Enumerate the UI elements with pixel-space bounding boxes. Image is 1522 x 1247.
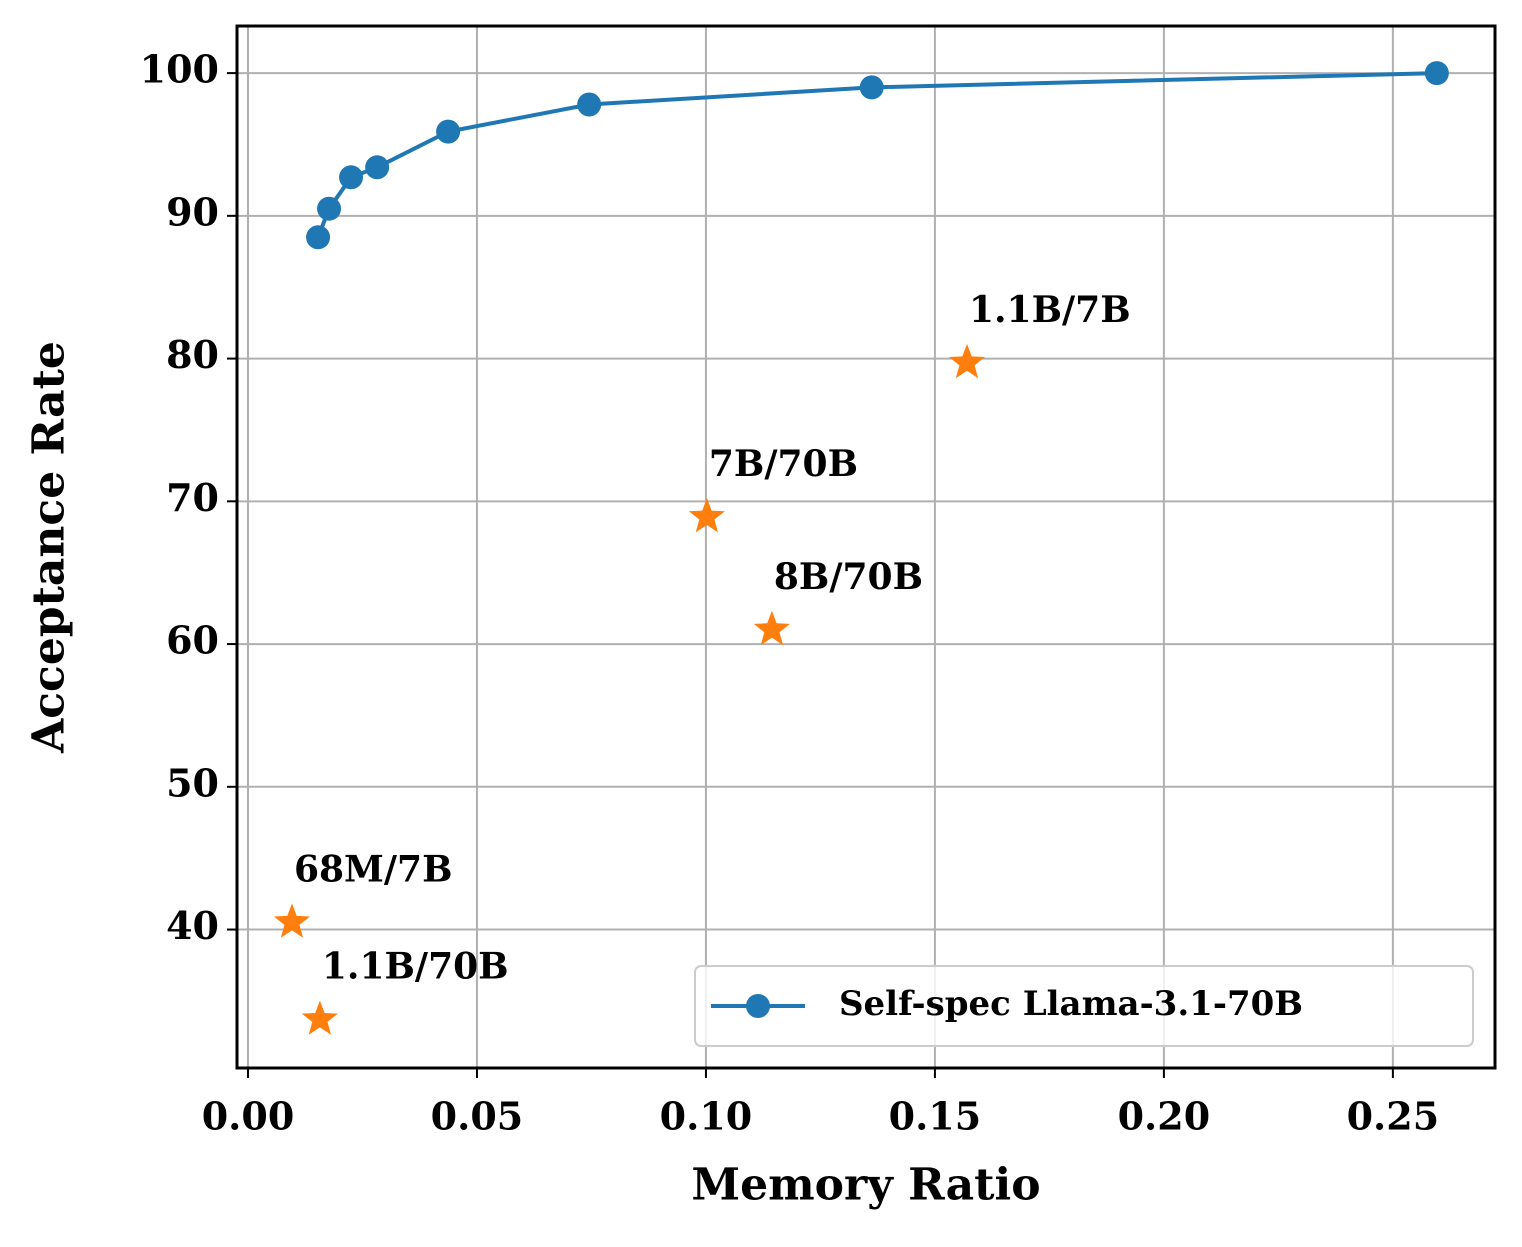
point-label: 1.1B/7B <box>969 289 1131 331</box>
y-tick-label: 80 <box>166 332 219 377</box>
point <box>317 196 342 221</box>
star-point <box>301 1000 338 1035</box>
star-point <box>753 610 790 646</box>
y-tick-label: 50 <box>166 760 219 805</box>
legend-label: Self-spec Llama-3.1-70B <box>839 984 1303 1024</box>
x-tick-label: 0.15 <box>889 1094 982 1139</box>
point-label: 8B/70B <box>774 556 923 598</box>
point <box>306 225 331 250</box>
y-axis-label: Acceptance Rate <box>24 341 75 754</box>
x-tick-label: 0.00 <box>202 1094 295 1139</box>
x-tick-label: 0.05 <box>431 1094 524 1139</box>
y-tick-label: 60 <box>166 618 219 663</box>
point-label: 68M/7B <box>294 848 453 890</box>
x-tick-label: 0.25 <box>1347 1094 1440 1139</box>
star-point <box>688 498 725 533</box>
y-tick-label: 40 <box>166 903 219 948</box>
legend-box <box>694 965 1474 1047</box>
y-tick-label: 70 <box>166 475 219 520</box>
y-tick-label: 90 <box>166 189 219 234</box>
point <box>577 92 602 117</box>
star-point <box>948 343 985 379</box>
point <box>1424 61 1449 86</box>
x-tick-label: 0.10 <box>660 1094 753 1139</box>
star-point <box>273 903 310 938</box>
point <box>365 155 390 180</box>
point <box>339 165 364 190</box>
point-label: 7B/70B <box>709 443 858 485</box>
legend-marker <box>746 994 770 1018</box>
x-axis-label: Memory Ratio <box>691 1160 1040 1211</box>
point <box>436 119 461 144</box>
y-tick-label: 100 <box>140 47 219 92</box>
point <box>859 75 884 100</box>
x-tick-label: 0.20 <box>1118 1094 1211 1139</box>
point-label: 1.1B/70B <box>322 945 509 987</box>
plot-frame <box>235 24 1497 1070</box>
